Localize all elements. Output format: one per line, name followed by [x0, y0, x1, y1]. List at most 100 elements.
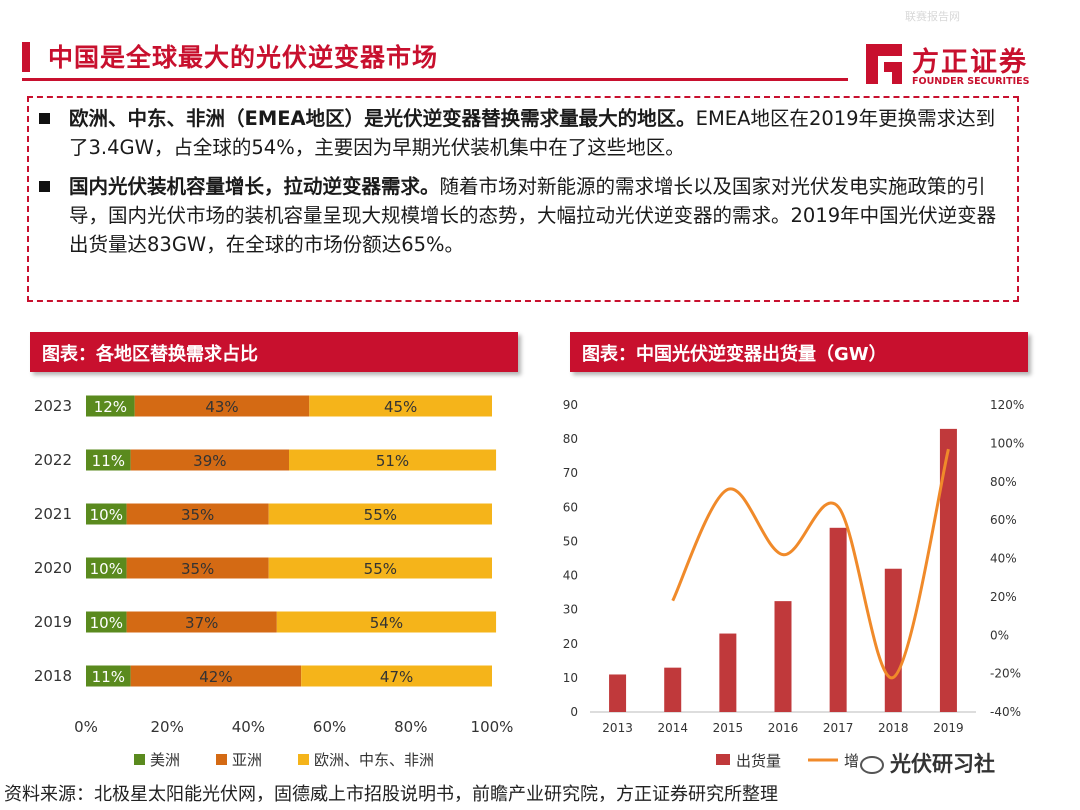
- x-tick-label: 20%: [151, 718, 184, 736]
- x-tick-label: 2016: [768, 721, 799, 735]
- brand-mark: 光伏研习社: [860, 748, 995, 778]
- legend-label: 增: [844, 752, 859, 770]
- bar-segment: [130, 665, 302, 687]
- y-left-tick-label: 90: [563, 398, 578, 412]
- category-label: 2019: [34, 613, 72, 631]
- title-divider: [22, 78, 848, 81]
- shipment-chart-title: 图表：中国光伏逆变器出货量（GW）: [570, 332, 1028, 372]
- bar-segment: [86, 395, 135, 417]
- x-tick-label: 2017: [823, 721, 854, 735]
- bar-segment: [86, 557, 127, 579]
- y-right-tick-label: 120%: [990, 398, 1024, 412]
- legend-swatch: [298, 754, 309, 765]
- data-label: 47%: [380, 668, 413, 686]
- y-right-tick-label: 20%: [990, 590, 1017, 604]
- founder-logo: 方正证券 FOUNDER SECURITIES: [860, 40, 1060, 90]
- y-right-tick-label: 80%: [990, 475, 1017, 489]
- y-right-tick-label: 100%: [990, 436, 1024, 450]
- bar-segment: [86, 665, 131, 687]
- x-tick-label: 2019: [933, 721, 964, 735]
- bar-segment: [86, 503, 127, 525]
- logo-name-cn: 方正证券: [912, 47, 1028, 78]
- bar-segment: [126, 557, 269, 579]
- x-tick-label: 100%: [471, 718, 514, 736]
- y-right-tick-label: 0%: [990, 628, 1009, 642]
- summary-box: 欧洲、中东、非洲（EMEA地区）是光伏逆变器替换需求量最大的地区。EMEA地区在…: [27, 96, 1019, 302]
- x-tick-label: 40%: [232, 718, 265, 736]
- shipment-bar: [884, 568, 902, 712]
- bar-segment: [86, 611, 127, 633]
- legend-label: 亚洲: [232, 751, 262, 769]
- data-label: 51%: [376, 452, 409, 470]
- data-label: 35%: [181, 560, 214, 578]
- shipment-bar: [774, 601, 792, 712]
- y-right-tick-label: -20%: [990, 667, 1021, 681]
- summary-paragraph: 欧洲、中东、非洲（EMEA地区）是光伏逆变器替换需求量最大的地区。EMEA地区在…: [39, 104, 999, 162]
- category-label: 2022: [34, 451, 72, 469]
- y-right-tick-label: -40%: [990, 705, 1021, 719]
- logo-name-en: FOUNDER SECURITIES: [912, 76, 1030, 87]
- data-label: 35%: [181, 506, 214, 524]
- legend-label: 美洲: [150, 751, 180, 769]
- category-label: 2021: [34, 505, 72, 523]
- shipment-bar: [939, 428, 957, 712]
- y-left-tick-label: 10: [563, 671, 578, 685]
- data-label: 37%: [185, 614, 218, 632]
- growth-rate-line: [671, 448, 950, 679]
- source-note: 资料来源：北极星太阳能光伏网，固德威上市招股说明书，前瞻产业研究院，方正证券研究…: [4, 784, 778, 805]
- bar-segment: [276, 611, 497, 633]
- y-right-tick-label: 40%: [990, 552, 1017, 566]
- legend-swatch: [716, 754, 730, 765]
- x-tick-label: 2013: [602, 721, 633, 735]
- y-left-tick-label: 70: [563, 466, 578, 480]
- x-tick-label: 60%: [313, 718, 346, 736]
- data-label: 42%: [199, 668, 232, 686]
- legend-label: 欧洲、中东、非洲: [314, 751, 434, 769]
- shipment-bar: [829, 527, 847, 712]
- data-label: 39%: [193, 452, 226, 470]
- y-left-tick-label: 50: [563, 534, 578, 548]
- shipment-bar: [664, 667, 682, 712]
- x-tick-label: 0%: [74, 718, 98, 736]
- page-title: 中国是全球最大的光伏逆变器市场: [48, 43, 439, 72]
- paragraph-lead: 欧洲、中东、非洲（EMEA地区）是光伏逆变器替换需求量最大的地区。: [69, 107, 696, 130]
- title-accent-bar: [22, 42, 30, 72]
- shipment-bar: [609, 674, 627, 712]
- legend-label: 出货量: [736, 752, 781, 770]
- bar-segment: [130, 449, 289, 471]
- y-left-tick-label: 80: [563, 432, 578, 446]
- bar-segment: [126, 611, 277, 633]
- y-right-tick-label: 60%: [990, 513, 1017, 527]
- paragraph-body: EMEA地区在2019年更换需求达到了3.4GW，占全球的54%，主要因为早期光…: [69, 107, 996, 159]
- shipment-bar: [719, 633, 737, 712]
- category-label: 2020: [34, 559, 72, 577]
- bar-segment: [289, 449, 497, 471]
- square-bullet-icon: [39, 113, 50, 124]
- data-label: 55%: [364, 506, 397, 524]
- watermark-text: 联赛报告网: [905, 10, 960, 23]
- y-left-tick-label: 30: [563, 603, 578, 617]
- data-label: 11%: [92, 452, 125, 470]
- paragraph-lead: 国内光伏装机容量增长，拉动逆变器需求。: [69, 175, 440, 198]
- legend-swatch: [134, 754, 145, 765]
- paragraph-body: 随着市场对新能源的需求增长以及国家对光伏发电实施政策的引导，国内光伏市场的装机容…: [69, 175, 997, 256]
- data-label: 10%: [90, 506, 123, 524]
- region-share-chart-title: 图表：各地区替换需求占比: [30, 332, 518, 372]
- square-bullet-icon: [39, 181, 50, 192]
- data-label: 43%: [205, 398, 238, 416]
- x-tick-label: 2014: [657, 721, 688, 735]
- y-left-tick-label: 40: [563, 569, 578, 583]
- bar-segment: [86, 449, 131, 471]
- y-left-tick-label: 20: [563, 637, 578, 651]
- data-label: 10%: [90, 614, 123, 632]
- x-tick-label: 80%: [394, 718, 427, 736]
- summary-paragraph: 国内光伏装机容量增长，拉动逆变器需求。随着市场对新能源的需求增长以及国家对光伏发…: [39, 172, 999, 259]
- data-label: 45%: [384, 398, 417, 416]
- bar-segment: [126, 503, 269, 525]
- bar-segment: [301, 665, 492, 687]
- data-label: 10%: [90, 560, 123, 578]
- bar-segment: [268, 557, 492, 579]
- bar-segment: [134, 395, 310, 417]
- founder-logo-icon: [866, 44, 902, 84]
